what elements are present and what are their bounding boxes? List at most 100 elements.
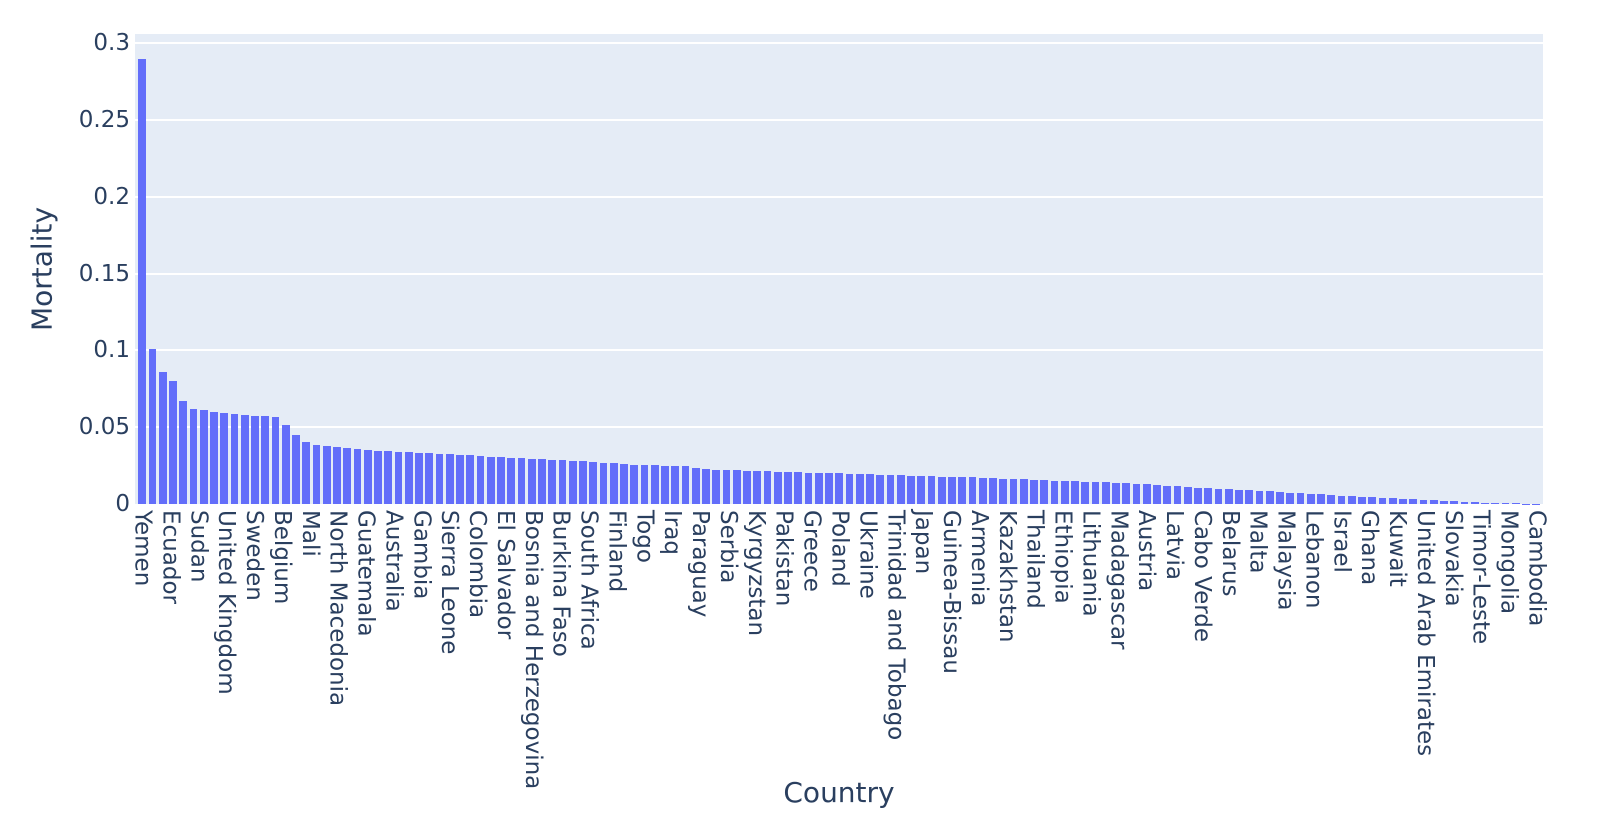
bar-6[interactable] xyxy=(189,408,198,504)
bar-54[interactable] xyxy=(681,466,690,504)
bar-107[interactable] xyxy=(1224,488,1233,504)
bar-111[interactable] xyxy=(1265,491,1274,504)
bar-11[interactable] xyxy=(240,414,249,504)
bar-9[interactable] xyxy=(220,413,228,504)
bar-5[interactable] xyxy=(179,401,187,504)
bar-19[interactable] xyxy=(322,445,331,504)
bar-73[interactable] xyxy=(876,474,884,504)
bar-44[interactable] xyxy=(579,461,587,504)
bar-99[interactable] xyxy=(1142,484,1151,504)
bar-25[interactable] xyxy=(384,451,392,504)
bar-113[interactable] xyxy=(1286,492,1294,504)
bar-41[interactable] xyxy=(548,459,556,504)
bar-98[interactable] xyxy=(1132,483,1141,504)
bar-100[interactable] xyxy=(1153,484,1161,504)
bar-108[interactable] xyxy=(1235,489,1243,504)
bar-63[interactable] xyxy=(773,471,782,504)
bar-62[interactable] xyxy=(763,471,772,504)
bar-30[interactable] xyxy=(435,453,444,504)
bar-119[interactable] xyxy=(1347,496,1356,504)
bar-128[interactable] xyxy=(1440,500,1448,504)
bar-26[interactable] xyxy=(394,451,403,504)
bar-75[interactable] xyxy=(896,475,905,504)
bar-78[interactable] xyxy=(927,476,936,504)
bar-59[interactable] xyxy=(732,470,741,504)
bar-3[interactable] xyxy=(158,371,167,504)
bar-1[interactable] xyxy=(138,58,146,504)
bar-84[interactable] xyxy=(989,478,997,504)
bar-97[interactable] xyxy=(1122,483,1130,504)
bar-82[interactable] xyxy=(968,477,977,504)
bar-79[interactable] xyxy=(937,476,946,504)
bar-116[interactable] xyxy=(1317,494,1325,504)
bar-8[interactable] xyxy=(210,411,218,504)
bar-20[interactable] xyxy=(333,447,341,504)
bar-133[interactable] xyxy=(1491,503,1499,504)
bar-55[interactable] xyxy=(691,468,700,504)
bar-77[interactable] xyxy=(917,475,925,504)
bar-56[interactable] xyxy=(702,468,710,504)
bar-15[interactable] xyxy=(281,424,290,504)
bar-80[interactable] xyxy=(948,476,956,504)
bar-102[interactable] xyxy=(1173,486,1182,504)
bar-10[interactable] xyxy=(230,414,239,504)
bar-47[interactable] xyxy=(609,463,618,504)
bar-135[interactable] xyxy=(1511,503,1520,504)
bar-125[interactable] xyxy=(1409,499,1417,504)
bar-134[interactable] xyxy=(1501,503,1510,504)
bar-74[interactable] xyxy=(886,474,895,504)
bar-87[interactable] xyxy=(1019,479,1028,504)
bar-88[interactable] xyxy=(1030,479,1038,504)
bar-106[interactable] xyxy=(1214,488,1223,504)
bar-42[interactable] xyxy=(558,460,567,504)
bar-21[interactable] xyxy=(343,447,351,504)
bar-2[interactable] xyxy=(148,348,157,504)
bar-91[interactable] xyxy=(1060,481,1069,504)
bar-40[interactable] xyxy=(538,459,546,504)
bar-69[interactable] xyxy=(835,473,843,504)
bar-131[interactable] xyxy=(1470,502,1479,504)
bar-64[interactable] xyxy=(784,471,792,504)
bar-67[interactable] xyxy=(814,472,823,504)
bar-36[interactable] xyxy=(497,457,505,504)
bar-16[interactable] xyxy=(292,434,300,504)
bar-109[interactable] xyxy=(1245,490,1253,504)
bar-4[interactable] xyxy=(169,381,177,504)
bar-76[interactable] xyxy=(907,475,915,504)
bar-68[interactable] xyxy=(825,473,833,504)
bar-13[interactable] xyxy=(261,416,269,504)
bar-28[interactable] xyxy=(415,452,423,504)
bar-32[interactable] xyxy=(456,454,464,504)
bar-65[interactable] xyxy=(794,472,802,504)
bar-83[interactable] xyxy=(978,477,987,504)
bar-89[interactable] xyxy=(1040,480,1048,504)
bar-115[interactable] xyxy=(1306,493,1315,504)
bar-130[interactable] xyxy=(1460,501,1469,504)
bar-118[interactable] xyxy=(1337,495,1346,504)
bar-50[interactable] xyxy=(640,465,649,504)
bar-117[interactable] xyxy=(1327,495,1335,504)
bar-127[interactable] xyxy=(1429,500,1438,504)
bar-51[interactable] xyxy=(650,465,659,504)
bar-66[interactable] xyxy=(804,472,813,504)
bar-52[interactable] xyxy=(661,465,669,504)
bar-53[interactable] xyxy=(671,465,679,504)
bar-46[interactable] xyxy=(599,462,608,504)
bar-43[interactable] xyxy=(568,460,577,504)
bar-103[interactable] xyxy=(1183,487,1192,504)
bar-86[interactable] xyxy=(1009,478,1018,504)
bar-105[interactable] xyxy=(1204,488,1212,504)
bar-104[interactable] xyxy=(1194,487,1202,504)
bar-112[interactable] xyxy=(1276,492,1284,504)
bar-58[interactable] xyxy=(722,470,731,504)
bar-81[interactable] xyxy=(958,477,966,504)
bar-114[interactable] xyxy=(1296,493,1305,504)
bar-122[interactable] xyxy=(1378,497,1387,504)
bar-18[interactable] xyxy=(312,444,321,504)
bar-38[interactable] xyxy=(517,458,526,504)
bar-101[interactable] xyxy=(1163,485,1171,504)
bar-39[interactable] xyxy=(527,458,536,504)
plot-area[interactable] xyxy=(135,34,1543,504)
bar-129[interactable] xyxy=(1450,501,1458,504)
bar-17[interactable] xyxy=(302,441,310,504)
